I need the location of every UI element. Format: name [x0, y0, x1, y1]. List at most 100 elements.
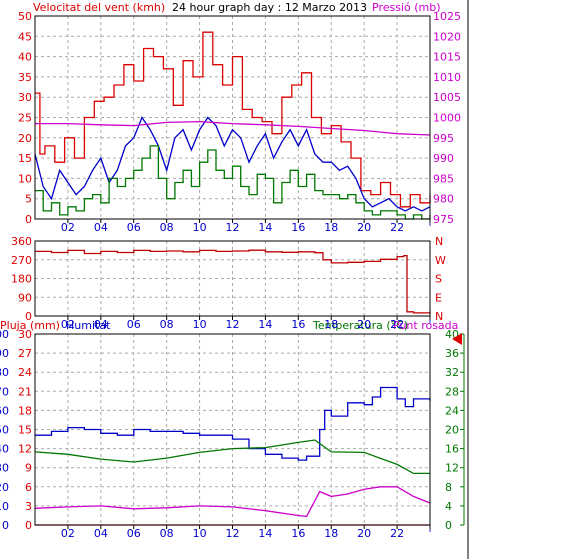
- pressure-y-tick-label: 995: [433, 132, 454, 145]
- pressure-y-tick-label: 1015: [433, 51, 461, 64]
- direction-x-tick-label: ': [428, 318, 431, 331]
- humidity-y-tick-label: 20: [0, 481, 9, 494]
- direction-compass-label: N: [435, 235, 443, 248]
- wind-series-line: [35, 31, 431, 208]
- direction-x-tick-label: 16: [291, 318, 305, 331]
- humidity-y-tick-label: 30: [0, 462, 9, 475]
- direction-compass-label: E: [435, 291, 442, 304]
- humidity-y-tick-label: 80: [0, 366, 9, 379]
- wind-y-tick-label: 15: [18, 152, 32, 165]
- climate-x-tick-label: 04: [94, 527, 108, 540]
- rain-y-tick-label: 15: [18, 424, 32, 437]
- climate-x-tick-label: 12: [226, 527, 240, 540]
- climate-x-tick-label: 20: [357, 527, 371, 540]
- wind-x-tick-label: 08: [160, 221, 174, 234]
- wind-x-tick-label: 18: [324, 221, 338, 234]
- climate-x-tick-label: ': [428, 527, 431, 540]
- wind-x-tick-label: 10: [193, 221, 207, 234]
- direction-x-tick-label: 14: [258, 318, 272, 331]
- wind-x-tick-label: 06: [127, 221, 141, 234]
- wind-y-tick-label: 10: [18, 172, 32, 185]
- direction-y-tick-label: 0: [25, 310, 32, 323]
- humidity-y-tick-label: 90: [0, 347, 9, 360]
- wind-x-tick-label: 22: [390, 221, 404, 234]
- direction-compass-label: S: [435, 273, 442, 286]
- rain-axis-title: Pluja (mm): [0, 319, 60, 332]
- wind-x-tick-label: 12: [226, 221, 240, 234]
- pressure-y-tick-label: 975: [433, 213, 454, 226]
- wind-y-tick-label: 25: [18, 112, 32, 125]
- climate-x-tick-label: 22: [390, 527, 404, 540]
- wind-series-line: [35, 145, 431, 220]
- climate-x-tick-label: 16: [291, 527, 305, 540]
- wind-x-tick-label: 04: [94, 221, 108, 234]
- humidity-y-tick-label: 40: [0, 443, 9, 456]
- rain-y-tick-label: 24: [18, 366, 32, 379]
- climate-x-tick-label: 10: [193, 527, 207, 540]
- wind-y-tick-label: 45: [18, 30, 32, 43]
- temperature-y-tick-label: 0: [445, 519, 452, 532]
- wind-y-tick-label: 20: [18, 132, 32, 145]
- dewpoint-series-line: [34, 486, 431, 518]
- climate-x-tick-label: 18: [324, 527, 338, 540]
- temperature-marker-icon: [452, 333, 462, 345]
- pressure-y-tick-label: 1020: [433, 30, 461, 43]
- direction-y-tick-label: 90: [18, 291, 32, 304]
- wind-series-line: [34, 116, 431, 212]
- wind-axis-title: Velocitat del vent (kmh): [33, 1, 165, 14]
- direction-x-tick-label: 06: [127, 318, 141, 331]
- climate-x-tick-label: 02: [61, 527, 75, 540]
- climate-x-tick-label: 14: [258, 527, 272, 540]
- pressure-series-line: [35, 120, 431, 136]
- temperature-y-tick-label: 36: [445, 347, 459, 360]
- direction-x-tick-label: 10: [193, 318, 207, 331]
- rain-y-tick-label: 6: [25, 481, 32, 494]
- rain-y-tick-label: 27: [18, 347, 32, 360]
- direction-x-tick-label: 18: [324, 318, 338, 331]
- rain-y-tick-label: 3: [25, 500, 32, 513]
- climate-x-tick-label: 06: [127, 527, 141, 540]
- wind-y-tick-label: 5: [25, 193, 32, 206]
- dewpoint-axis-title: Punt rosada: [393, 319, 458, 332]
- temperature-y-tick-label: 24: [445, 404, 459, 417]
- wind-y-tick-label: 40: [18, 51, 32, 64]
- direction-compass-label: N: [435, 310, 443, 323]
- rain-y-tick-label: 0: [25, 519, 32, 532]
- rain-y-tick-label: 9: [25, 462, 32, 475]
- humidity-axis-title: Humitat: [66, 319, 111, 332]
- direction-y-tick-label: 360: [11, 235, 32, 248]
- pressure-y-tick-label: 990: [433, 152, 454, 165]
- wind-x-tick-label: 14: [258, 221, 272, 234]
- pressure-y-tick-label: 980: [433, 193, 454, 206]
- pressure-y-tick-label: 1025: [433, 10, 461, 23]
- rain-y-tick-label: 30: [18, 328, 32, 341]
- direction-y-tick-label: 180: [11, 273, 32, 286]
- direction-compass-label: W: [435, 254, 446, 267]
- pressure-axis-title: Pressió (mb): [372, 1, 441, 14]
- direction-x-tick-label: 08: [160, 318, 174, 331]
- wind-y-tick-label: 0: [25, 213, 32, 226]
- graph-title: 24 hour graph day : 12 Marzo 2013: [172, 1, 367, 14]
- direction-plot-frame: [34, 240, 431, 317]
- direction-series-line: [35, 249, 431, 314]
- humidity-y-tick-label: 100: [0, 328, 9, 341]
- wind-y-tick-label: 30: [18, 91, 32, 104]
- temperature-y-tick-label: 32: [445, 366, 459, 379]
- wind-x-tick-label: 16: [291, 221, 305, 234]
- wind-y-tick-label: 35: [18, 71, 32, 84]
- direction-x-tick-label: 20: [357, 318, 371, 331]
- direction-y-tick-label: 270: [11, 254, 32, 267]
- humidity-y-tick-label: 0: [2, 519, 9, 532]
- temperature-y-tick-label: 8: [445, 481, 452, 494]
- pressure-y-tick-label: 1010: [433, 71, 461, 84]
- pressure-y-tick-label: 1000: [433, 112, 461, 125]
- temperature-y-tick-label: 16: [445, 443, 459, 456]
- wind-x-tick-label: 20: [357, 221, 371, 234]
- direction-x-tick-label: 22: [390, 318, 404, 331]
- temperature-series-line: [34, 439, 430, 475]
- humidity-y-tick-label: 10: [0, 500, 9, 513]
- humidity-y-tick-label: 70: [0, 385, 9, 398]
- temperature-y-tick-label: 4: [445, 500, 452, 513]
- temperature-y-tick-label: 12: [445, 462, 459, 475]
